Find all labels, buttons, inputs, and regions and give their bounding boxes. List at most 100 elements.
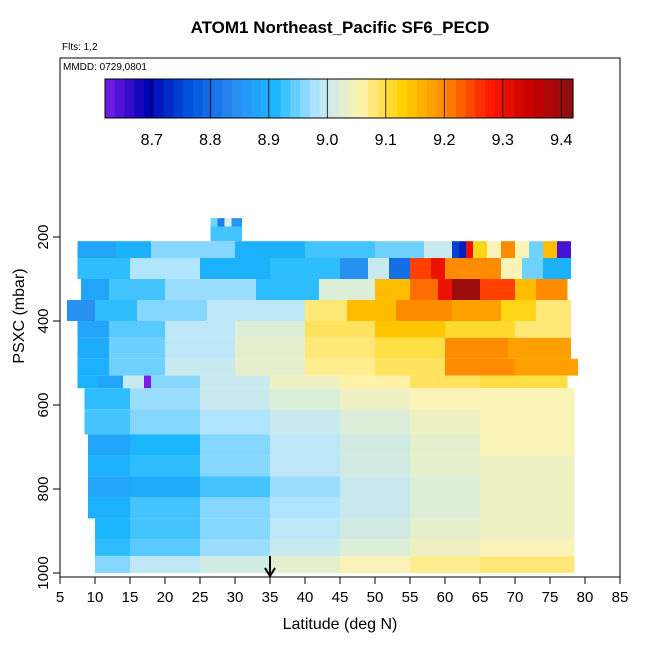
heatmap-cell	[84, 409, 130, 435]
heatmap-cell	[98, 375, 123, 389]
heatmap-cell	[480, 375, 568, 389]
axes: 5 10 15 20 25 30 35 40 45 50 55 60 65 70 75 80 85 200 400 6…	[35, 57, 629, 606]
heatmap-cell	[270, 434, 340, 456]
heatmap-cell	[375, 279, 410, 300]
heatmap-cell	[165, 358, 235, 376]
heatmap-cell	[424, 241, 452, 258]
colorbar-segment	[436, 79, 447, 118]
colorbar-segment	[495, 79, 506, 118]
heatmap-cell	[200, 434, 270, 456]
heatmap-cell	[410, 388, 480, 410]
heatmap-cell	[77, 258, 130, 279]
heatmap-cell	[130, 258, 200, 279]
colorbar-tick-label: 9.4	[550, 132, 572, 149]
heatmap-cell	[543, 241, 557, 258]
heatmap-cell	[340, 455, 410, 477]
colorbar-segment	[417, 79, 428, 118]
heatmap-cell	[256, 279, 319, 300]
heatmap-cell	[207, 300, 305, 321]
heatmap-cell	[88, 497, 130, 519]
heatmap-cell	[375, 358, 445, 376]
heatmap-cell	[410, 455, 480, 477]
heatmap-cell	[340, 388, 410, 410]
heatmap-cell	[438, 279, 452, 300]
heatmap-cell	[210, 226, 242, 242]
heatmap-cell	[515, 241, 529, 258]
heatmap-cell	[95, 556, 130, 573]
colorbar-segment	[387, 79, 399, 118]
heatmap-cell	[109, 337, 165, 359]
colorbar-segment	[173, 79, 184, 118]
heatmap-cell	[130, 409, 200, 435]
heatmap-cell	[95, 300, 137, 321]
heatmap-cell	[130, 539, 200, 557]
x-tick-label: 15	[122, 589, 139, 606]
x-tick-label: 80	[577, 589, 594, 606]
heatmap-cell	[305, 300, 347, 321]
heatmap-cell	[480, 539, 575, 557]
heatmap-cell	[270, 409, 340, 435]
heatmap-cell	[480, 497, 575, 519]
heatmap-cell	[536, 300, 571, 321]
x-tick-label: 75	[542, 589, 559, 606]
colorbar-tick-label: 9.0	[316, 132, 338, 149]
colorbar-segment	[114, 79, 126, 118]
colorbar-segment	[183, 79, 194, 118]
colorbar-segment	[465, 79, 477, 118]
colorbar-tick-label: 9.3	[492, 132, 514, 149]
heatmap-cell	[270, 539, 340, 557]
colorbar-segment	[144, 79, 155, 118]
colorbar-segment	[456, 79, 467, 118]
colorbar-segment	[534, 79, 545, 118]
heatmap-cell	[340, 258, 368, 279]
colorbar-segment	[368, 79, 379, 118]
heatmap-cell	[515, 358, 578, 376]
heatmap-cell	[109, 279, 165, 300]
heatmap-cell	[109, 321, 165, 338]
heatmap-cell	[431, 258, 445, 279]
x-tick-label: 55	[402, 589, 419, 606]
heatmap-cell	[88, 455, 130, 477]
heatmap-cell	[508, 337, 571, 359]
heatmap-cell	[217, 218, 225, 227]
heatmap-cell	[270, 556, 340, 573]
colorbar-segment	[192, 79, 204, 118]
heatmap-cell	[270, 258, 340, 279]
x-tick-label: 85	[612, 589, 629, 606]
heatmap-cell	[200, 539, 270, 557]
x-tick-label: 5	[56, 589, 64, 606]
heatmap-cell	[466, 241, 473, 258]
heatmap-cell	[389, 258, 410, 279]
heatmap-cell	[410, 476, 480, 498]
heatmap-cell	[340, 539, 410, 557]
heatmap-cell	[452, 241, 459, 258]
heatmap-cell	[410, 258, 431, 279]
y-tick-label: 1000	[35, 556, 52, 589]
heatmap-cell	[340, 497, 410, 519]
heatmap-cell	[270, 476, 340, 498]
heatmap-cell	[452, 279, 480, 300]
x-tick-label: 65	[472, 589, 489, 606]
colorbar-segment	[514, 79, 525, 118]
heatmap-cell	[410, 539, 480, 557]
heatmap-cell	[501, 258, 522, 279]
colorbar-segment	[261, 79, 272, 118]
colorbar-tick-label: 9.2	[433, 132, 455, 149]
heatmap-cell	[480, 455, 575, 477]
heatmap-cell	[305, 321, 375, 338]
colorbar-segment	[358, 79, 369, 118]
heatmap-cell	[543, 258, 571, 279]
heatmap-cell	[77, 241, 116, 258]
heatmap-cell	[270, 455, 340, 477]
chart-title: ATOM1 Northeast_Pacific SF6_PECD	[190, 18, 490, 37]
heatmap-cell	[375, 241, 424, 258]
heatmap-cell	[123, 375, 144, 389]
colorbar: 8.7 8.8 8.9 9.0 9.1 9.2 9.3 9.4	[104, 78, 574, 149]
date-label: MMDD: 0729,0801	[63, 62, 147, 73]
heatmap-cell	[445, 321, 515, 338]
heatmap-cell	[515, 321, 571, 338]
colorbar-segment	[397, 79, 408, 118]
heatmap-cell	[410, 434, 480, 456]
colorbar-segment	[309, 79, 321, 118]
colorbar-segment	[105, 79, 116, 118]
